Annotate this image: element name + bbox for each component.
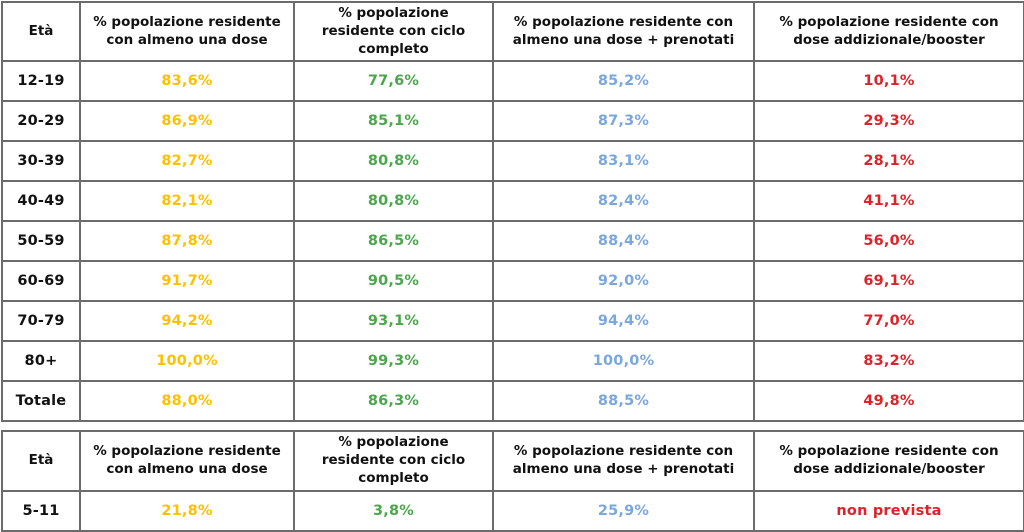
value-cell-one-dose-plus-prenotati: 88,4% [492, 220, 755, 263]
vaccination-table-age-5-11: Età% popolazione residente con almeno un… [1, 430, 1024, 532]
column-header-one-dose: % popolazione residente con almeno una d… [79, 430, 295, 492]
column-header-full-cycle: % popolazione residente con ciclo comple… [293, 430, 494, 492]
value-cell-full-cycle: 86,5% [293, 220, 494, 263]
value-cell-full-cycle: 93,1% [293, 300, 494, 343]
age-cell: 20-29 [1, 100, 81, 143]
value-cell-one-dose: 100,0% [79, 340, 295, 383]
value-cell-one-dose-plus-prenotati: 92,0% [492, 260, 755, 303]
table-row: 5-11 21,8% 3,8% 25,9% non prevista [1, 489, 1024, 532]
value-cell-one-dose: 21,8% [79, 489, 295, 532]
value-cell-one-dose-plus-prenotati: 82,4% [492, 180, 755, 223]
table-body-5-11: 5-11 21,8% 3,8% 25,9% non prevista [1, 489, 1024, 532]
value-cell-one-dose: 86,9% [79, 100, 295, 143]
value-cell-full-cycle: 80,8% [293, 140, 494, 183]
value-cell-one-dose: 88,0% [79, 380, 295, 423]
value-cell-booster: 56,0% [753, 220, 1024, 263]
age-cell: 70-79 [1, 300, 81, 343]
column-header-age: Età [1, 430, 81, 492]
table-row: 30-39 82,7% 80,8% 83,1% 28,1% [1, 140, 1024, 183]
column-header-age: Età [1, 0, 81, 63]
age-cell: 30-39 [1, 140, 81, 183]
table-row: 70-79 94,2% 93,1% 94,4% 77,0% [1, 300, 1024, 343]
age-cell: 5-11 [1, 489, 81, 532]
value-cell-one-dose-plus-prenotati: 85,2% [492, 60, 755, 103]
value-cell-one-dose-plus-prenotati: 100,0% [492, 340, 755, 383]
age-cell: 50-59 [1, 220, 81, 263]
value-cell-one-dose-plus-prenotati: 87,3% [492, 100, 755, 143]
value-cell-one-dose-plus-prenotati: 94,4% [492, 300, 755, 343]
value-cell-booster: 28,1% [753, 140, 1024, 183]
value-cell-booster: non prevista [753, 489, 1024, 532]
value-cell-full-cycle: 80,8% [293, 180, 494, 223]
value-cell-booster: 10,1% [753, 60, 1024, 103]
table-row: 20-29 86,9% 85,1% 87,3% 29,3% [1, 100, 1024, 143]
table-row: 40-49 82,1% 80,8% 82,4% 41,1% [1, 180, 1024, 223]
table-row: 60-69 91,7% 90,5% 92,0% 69,1% [1, 260, 1024, 303]
value-cell-full-cycle: 86,3% [293, 380, 494, 423]
column-header-one-dose-plus-prenotati: % popolazione residente con almeno una d… [492, 0, 755, 63]
age-cell: 80+ [1, 340, 81, 383]
value-cell-booster: 77,0% [753, 300, 1024, 343]
age-cell: Totale [1, 380, 81, 423]
vaccination-table-age-12plus: Età% popolazione residente con almeno un… [1, 0, 1024, 423]
column-header-full-cycle: % popolazione residente con ciclo comple… [293, 0, 494, 63]
value-cell-full-cycle: 85,1% [293, 100, 494, 143]
value-cell-one-dose: 91,7% [79, 260, 295, 303]
value-cell-booster: 49,8% [753, 380, 1024, 423]
value-cell-one-dose-plus-prenotati: 25,9% [492, 489, 755, 532]
table-row: 80+ 100,0% 99,3% 100,0% 83,2% [1, 340, 1024, 383]
age-cell: 60-69 [1, 260, 81, 303]
value-cell-one-dose: 82,1% [79, 180, 295, 223]
value-cell-one-dose: 94,2% [79, 300, 295, 343]
age-cell: 40-49 [1, 180, 81, 223]
column-header-one-dose: % popolazione residente con almeno una d… [79, 0, 295, 63]
column-header-booster: % popolazione residente con dose addizio… [753, 0, 1024, 63]
age-cell: 12-19 [1, 60, 81, 103]
value-cell-one-dose: 82,7% [79, 140, 295, 183]
value-cell-booster: 41,1% [753, 180, 1024, 223]
table-row: 12-19 83,6% 77,6% 85,2% 10,1% [1, 60, 1024, 103]
value-cell-booster: 69,1% [753, 260, 1024, 303]
value-cell-booster: 29,3% [753, 100, 1024, 143]
value-cell-full-cycle: 90,5% [293, 260, 494, 303]
table-header-12plus: Età% popolazione residente con almeno un… [1, 0, 1024, 63]
header-row: Età% popolazione residente con almeno un… [1, 430, 1024, 492]
table-header-5-11: Età% popolazione residente con almeno un… [1, 430, 1024, 492]
header-row: Età% popolazione residente con almeno un… [1, 0, 1024, 63]
value-cell-one-dose-plus-prenotati: 88,5% [492, 380, 755, 423]
value-cell-one-dose: 83,6% [79, 60, 295, 103]
table-row: 50-59 87,8% 86,5% 88,4% 56,0% [1, 220, 1024, 263]
value-cell-full-cycle: 77,6% [293, 60, 494, 103]
column-header-one-dose-plus-prenotati: % popolazione residente con almeno una d… [492, 430, 755, 492]
column-header-booster: % popolazione residente con dose addizio… [753, 430, 1024, 492]
table-row: Totale 88,0% 86,3% 88,5% 49,8% [1, 380, 1024, 423]
value-cell-booster: 83,2% [753, 340, 1024, 383]
table-body-12plus: 12-19 83,6% 77,6% 85,2% 10,1% 20-29 86,9% 85,1%… [1, 60, 1024, 423]
value-cell-full-cycle: 99,3% [293, 340, 494, 383]
value-cell-one-dose: 87,8% [79, 220, 295, 263]
value-cell-full-cycle: 3,8% [293, 489, 494, 532]
value-cell-one-dose-plus-prenotati: 83,1% [492, 140, 755, 183]
